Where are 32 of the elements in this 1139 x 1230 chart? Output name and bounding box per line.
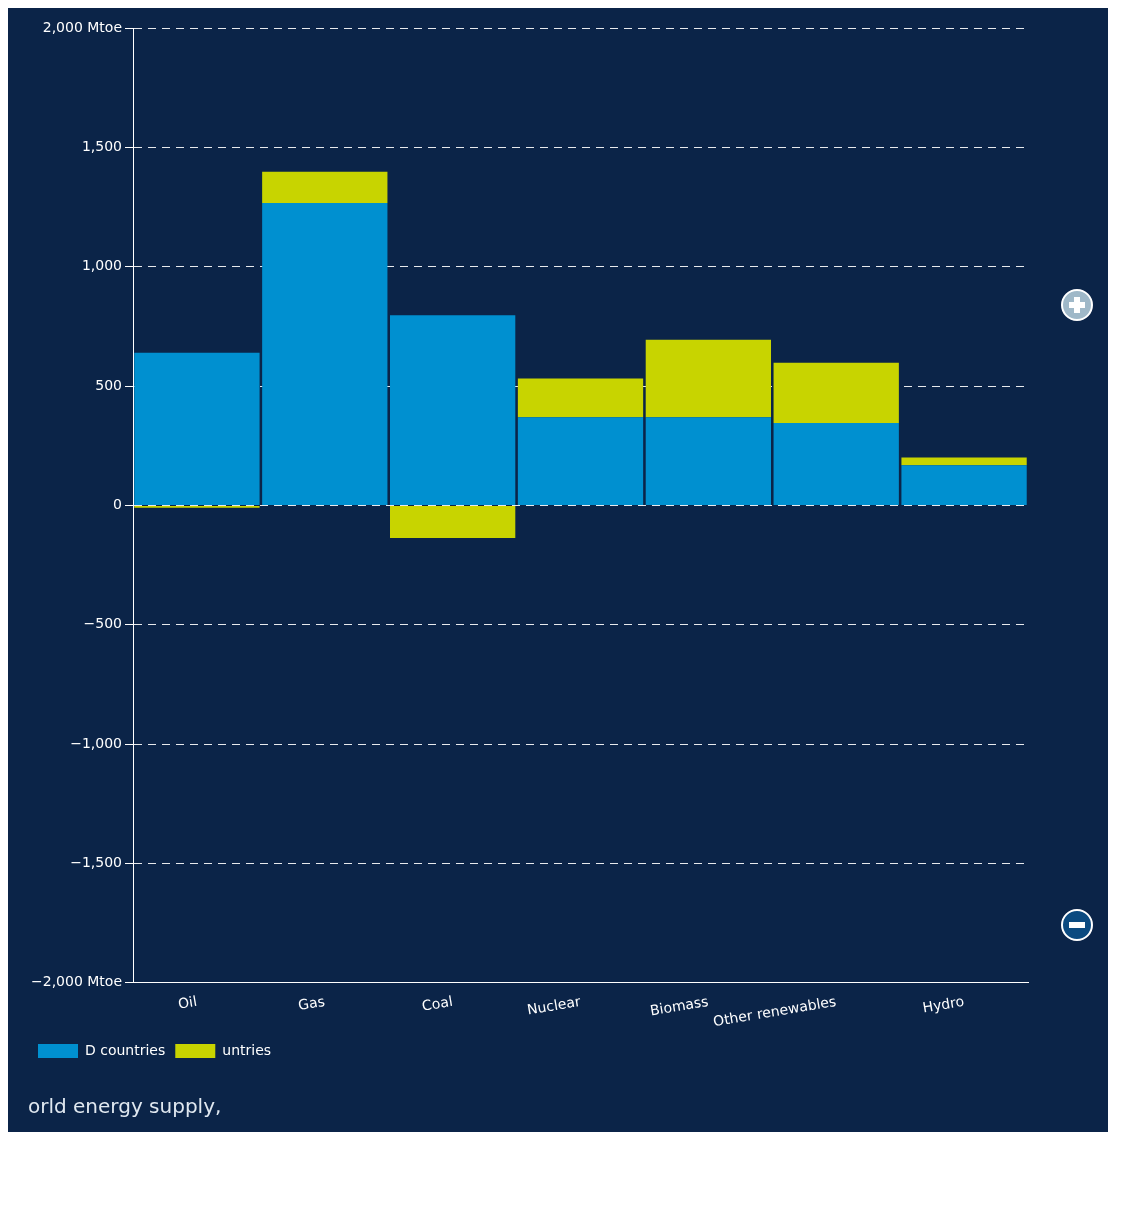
bar [901, 465, 1027, 505]
bar [645, 417, 772, 505]
bar [390, 505, 516, 538]
x-tick-label: Oil [176, 992, 199, 1012]
bar [390, 315, 516, 505]
text: orld energy supply, [27, 1093, 223, 1120]
y-tick-label: −1,500 [70, 854, 123, 871]
y-tick-label: 1,500 [81, 137, 123, 154]
bar [517, 378, 644, 418]
bar [134, 352, 260, 505]
y-tick-label: 1,000 [81, 257, 123, 274]
bar [262, 171, 388, 203]
bar [262, 202, 388, 505]
y-tick-label: −500 [83, 615, 123, 632]
legend-label: D countries [85, 1041, 166, 1058]
bar [901, 457, 1027, 466]
x-tick-label: Biomass [648, 992, 710, 1019]
bar [773, 423, 899, 505]
x-tick-label: Nuclear [525, 992, 582, 1018]
x-tick-label: Hydro [921, 992, 966, 1016]
x-tick-label: Gas [296, 992, 326, 1014]
y-tick-label: −2,000 Mtoe [30, 973, 123, 990]
legend-label: untries [222, 1041, 272, 1058]
y-tick-label: 0 [113, 496, 123, 513]
y-tick-label: 500 [95, 376, 123, 393]
y-tick-label: 2,000 Mtoe [42, 18, 123, 35]
x-tick-label: Coal [420, 992, 454, 1014]
bar [517, 417, 644, 505]
x-tick-label: Other renewables [711, 992, 838, 1030]
y-tick-label: −1,000 [70, 734, 123, 751]
bar [645, 339, 772, 418]
bar [773, 362, 899, 424]
